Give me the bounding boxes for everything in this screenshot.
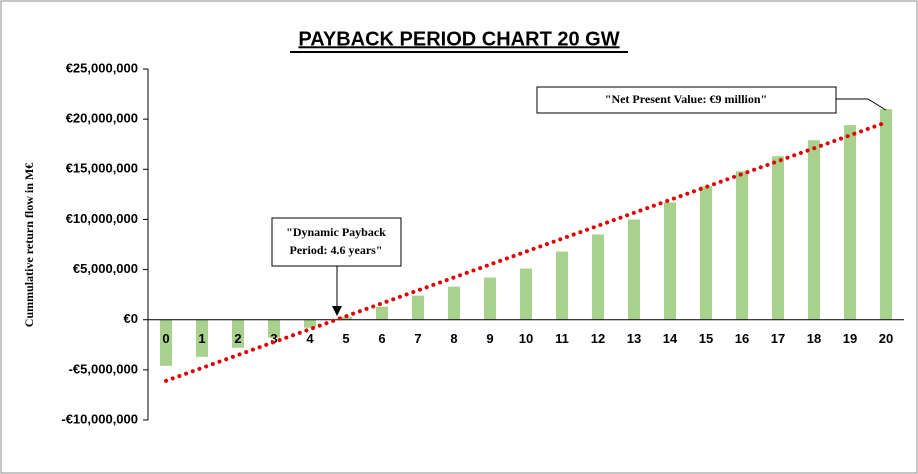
bar bbox=[772, 156, 784, 320]
annotation: "Dynamic Payback bbox=[286, 225, 386, 239]
x-tick-label: 18 bbox=[807, 331, 821, 346]
bar bbox=[700, 186, 712, 320]
x-tick-label: 13 bbox=[627, 331, 641, 346]
bar bbox=[556, 251, 568, 320]
bar bbox=[592, 234, 604, 320]
x-tick-label: 6 bbox=[378, 331, 385, 346]
bar bbox=[484, 277, 496, 320]
bar bbox=[736, 171, 748, 320]
bar bbox=[880, 109, 892, 320]
y-tick-label: -€5,000,000 bbox=[69, 361, 138, 376]
trendline bbox=[164, 120, 888, 383]
chart-title: PAYBACK PERIOD CHART 20 GW bbox=[298, 28, 619, 50]
x-tick-label: 17 bbox=[771, 331, 785, 346]
bar bbox=[448, 286, 460, 320]
bar bbox=[412, 295, 424, 320]
annotation: "Net Present Value: €9 million" bbox=[605, 92, 767, 106]
bar bbox=[268, 319, 280, 338]
y-tick-label: -€10,000,000 bbox=[61, 411, 138, 426]
bar bbox=[664, 202, 676, 320]
x-tick-label: 3 bbox=[270, 331, 277, 346]
bar bbox=[808, 140, 820, 320]
x-tick-label: 4 bbox=[306, 331, 314, 346]
y-tick-label: €5,000,000 bbox=[73, 261, 138, 276]
y-tick-label: €15,000,000 bbox=[66, 161, 138, 176]
x-tick-label: 0 bbox=[162, 331, 169, 346]
x-tick-label: 15 bbox=[699, 331, 713, 346]
x-tick-label: 12 bbox=[591, 331, 605, 346]
bar bbox=[304, 319, 316, 328]
x-tick-label: 10 bbox=[519, 331, 533, 346]
bar bbox=[628, 219, 640, 320]
bar bbox=[232, 319, 244, 348]
bar bbox=[376, 306, 388, 320]
x-tick-label: 5 bbox=[342, 331, 349, 346]
x-tick-label: 14 bbox=[663, 331, 678, 346]
x-tick-label: 19 bbox=[843, 331, 857, 346]
x-tick-label: 1 bbox=[198, 331, 205, 346]
bar bbox=[196, 319, 208, 357]
bar bbox=[844, 125, 856, 320]
x-tick-label: 20 bbox=[879, 331, 893, 346]
x-tick-label: 16 bbox=[735, 331, 749, 346]
y-tick-label: €10,000,000 bbox=[66, 211, 138, 226]
bar bbox=[340, 316, 352, 320]
annotation: Period: 4.6 years" bbox=[290, 243, 383, 257]
bar bbox=[160, 319, 172, 366]
x-tick-label: 2 bbox=[234, 331, 241, 346]
x-tick-label: 9 bbox=[486, 331, 493, 346]
x-tick-label: 8 bbox=[450, 331, 457, 346]
bar bbox=[520, 268, 532, 320]
arrow-head bbox=[332, 306, 342, 316]
y-tick-label: €25,000,000 bbox=[66, 60, 138, 75]
annotation-box bbox=[536, 86, 837, 114]
y-tick-label: €20,000,000 bbox=[66, 111, 138, 126]
x-tick-label: 7 bbox=[414, 331, 421, 346]
x-tick-label: 11 bbox=[555, 331, 569, 346]
y-axis-label: Cummulative return flow in M€ bbox=[22, 163, 36, 327]
y-tick-label: €0 bbox=[124, 311, 138, 326]
leader-line bbox=[836, 98, 887, 111]
